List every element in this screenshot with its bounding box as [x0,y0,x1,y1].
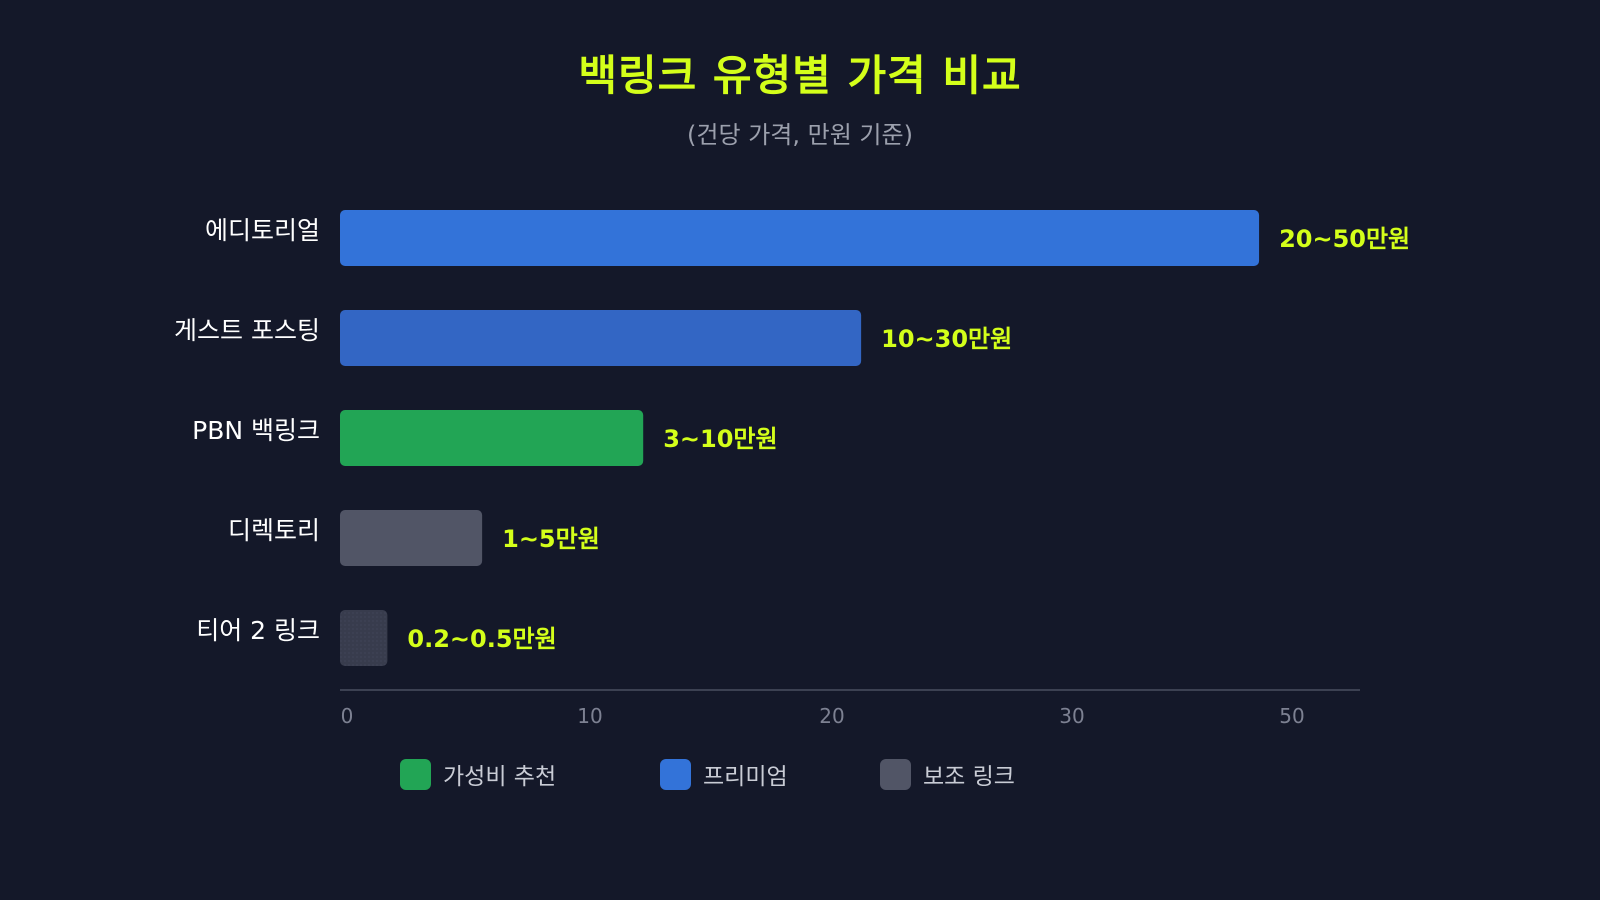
chart-subtitle: (건당 가격, 만원 기준) [687,121,913,149]
legend-label-secondary: 보조 링크 [923,764,1015,790]
category-label-2: 게스트 포스팅 [174,316,320,345]
chart-legend: 가성비 추천 프리미엄 보조 링크 [0,758,1600,794]
x-tick-label-0: 0 [341,704,354,728]
bar-1 [340,210,1260,266]
legend-label-value-pick: 가성비 추천 [443,764,557,790]
x-tick-label-10: 10 [577,704,602,728]
value-label-2: 10~30만원 [881,325,1012,353]
chart-title: 백링크 유형별 가격 비교 [578,51,1022,100]
bar-3 [340,410,644,466]
legend-label-premium: 프리미엄 [703,764,788,790]
category-label-3: PBN 백링크 [192,416,320,445]
legend-item-premium: 프리미엄 [660,758,788,790]
category-label-4: 디렉토리 [228,516,320,545]
bar-2 [340,310,862,366]
category-label-5: 티어 2 링크 [196,616,320,645]
x-tick-label-20: 20 [819,704,844,728]
legend-swatch-secondary [880,758,911,790]
legend-item-value-pick: 가성비 추천 [400,758,556,790]
bar-4 [340,510,483,566]
x-tick-label-30: 30 [1059,704,1084,728]
legend-swatch-value-pick [400,758,431,790]
legend-item-secondary: 보조 링크 [880,758,1015,790]
bar-5 [340,610,388,666]
value-label-1: 20~50만원 [1279,225,1410,253]
x-tick-label-50: 50 [1279,704,1304,728]
value-label-3: 3~10만원 [663,425,777,453]
value-label-4: 1~5만원 [502,525,600,553]
legend-swatch-premium [660,758,691,790]
value-label-5: 0.2~0.5만원 [407,625,556,653]
category-label-1: 에디토리얼 [205,216,320,245]
